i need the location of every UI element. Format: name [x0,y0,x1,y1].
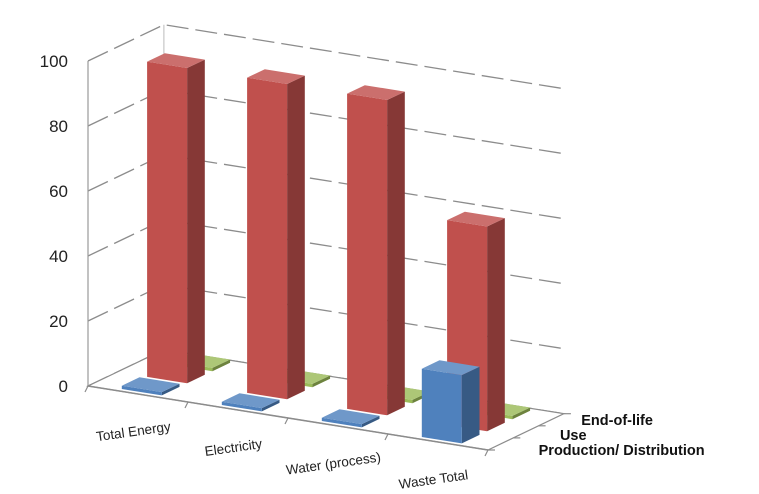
bar-front [221,401,262,412]
bars [121,53,531,444]
bar-side [512,407,531,420]
gridline [87,219,565,285]
gridline [87,154,565,220]
y-tick-label: 20 [49,312,68,331]
y-tick-label: 80 [49,117,68,136]
series-label: End-of-life [581,413,653,429]
x-axis-tick [184,401,189,409]
bar [147,53,205,384]
category-label: Total Energy [95,419,172,444]
bar-side [312,375,331,388]
gridline [87,284,565,350]
x-axis-tick [84,385,89,393]
bar [421,360,480,444]
bar-top [321,409,380,425]
bar-side [387,91,405,416]
bar [121,377,180,396]
bar-front [121,385,162,396]
series-label: Production/ Distribution [539,443,705,459]
bar-top [347,85,405,100]
category-label: Waste Total [398,467,469,492]
bar-side [361,415,380,428]
gridline [87,24,565,90]
gridline [87,89,565,155]
bar-front [147,61,188,384]
series-label: Use [560,428,587,444]
bar-side [261,399,280,412]
bar [221,393,280,412]
bar-side [212,359,231,372]
bar-front [421,368,462,444]
bar-top [247,69,305,84]
x-axis-tick [384,433,389,441]
y-tick-label: 0 [59,377,68,396]
bar-side [161,383,180,396]
y-tick-label: 100 [40,52,68,71]
bar-side [287,75,305,400]
bar-front [321,417,362,428]
bar-top [121,377,180,393]
bar-front [347,93,388,416]
y-tick-label: 60 [49,182,68,201]
category-label: Electricity [204,436,264,459]
bar-front [247,77,288,400]
bar-side [187,59,205,384]
bar [321,409,380,428]
category-label: Water (process) [285,449,382,477]
bar-side [461,366,480,444]
bar-top [421,360,480,376]
bar-side [487,218,505,432]
x-axis-tick [284,417,289,425]
bar-top [447,211,505,227]
bar [347,85,405,416]
bar-top [147,53,205,68]
x-axis-tick [484,449,489,457]
y-tick-label: 40 [49,247,68,266]
bar-top [221,393,280,409]
bar [247,69,305,400]
y-axis-tick-labels: 0 20 40 60 80 100 [40,52,68,396]
